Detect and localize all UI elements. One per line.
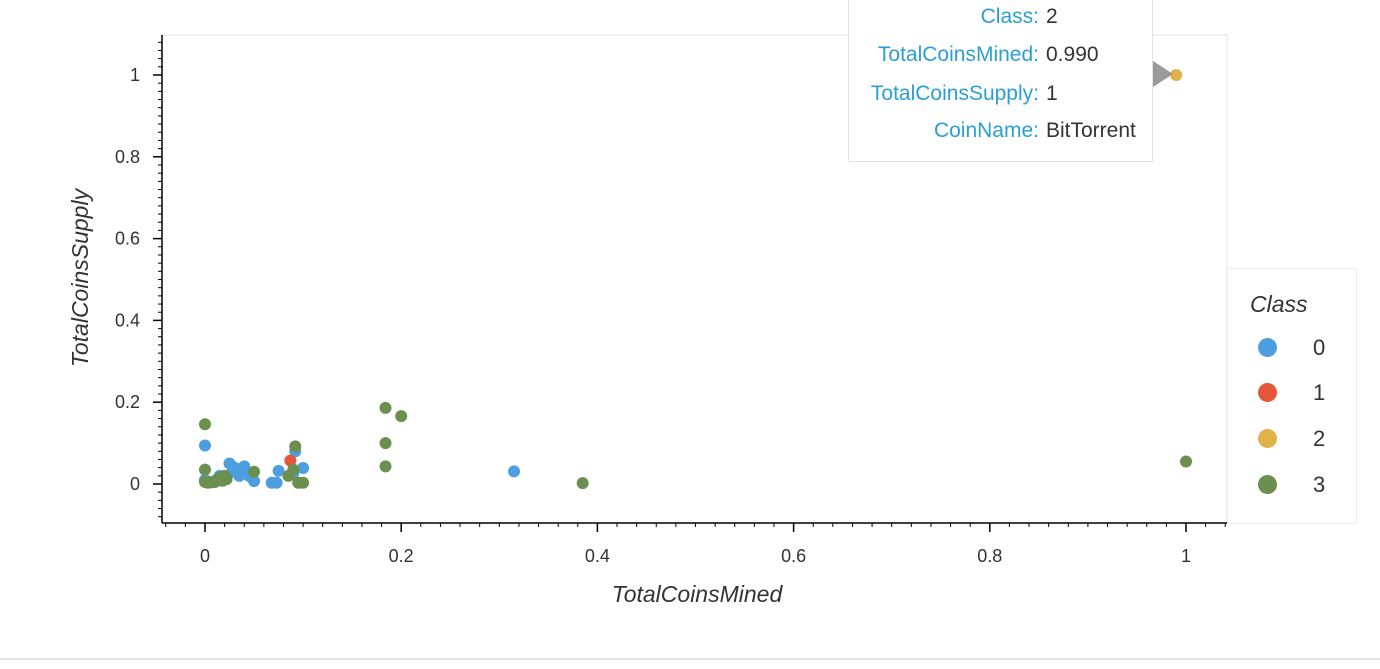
data-point-class-3[interactable] xyxy=(248,465,261,478)
x-tick-label: 1 xyxy=(1181,546,1191,566)
data-point-class-0[interactable] xyxy=(248,475,261,488)
tooltip-value: 0.990 xyxy=(1046,43,1099,66)
tooltip-pointer-icon xyxy=(1153,61,1173,87)
y-tick-label: 0.2 xyxy=(115,392,140,412)
data-point-class-0[interactable] xyxy=(272,464,285,477)
data-point-class-3[interactable] xyxy=(289,440,302,453)
data-point-class-3[interactable] xyxy=(199,418,211,431)
tooltip-key: TotalCoinsSupply xyxy=(871,82,1039,106)
tooltip-row-totalcoinsmined: TotalCoinsMined 0.990 xyxy=(849,43,1152,67)
data-point-class-3[interactable] xyxy=(576,477,589,490)
data-point-class-3[interactable] xyxy=(379,437,392,450)
x-tick-label: 0.2 xyxy=(389,546,414,566)
data-point-class-3[interactable] xyxy=(379,401,392,414)
data-point-class-3[interactable] xyxy=(395,410,408,423)
x-tick-label: 0.4 xyxy=(585,546,610,566)
hover-tooltip: Class 2 TotalCoinsMined 0.990 TotalCoins… xyxy=(848,0,1153,162)
tooltip-row-coinname: CoinName BitTorrent xyxy=(849,119,1152,143)
x-tick-label: 0.6 xyxy=(781,546,806,566)
legend-swatch xyxy=(1258,338,1277,357)
tooltip-key: TotalCoinsMined xyxy=(878,43,1039,67)
legend-label: 0 xyxy=(1313,335,1326,360)
tooltip-row-totalcoinssupply: TotalCoinsSupply 1 xyxy=(849,82,1152,106)
legend-title: Class xyxy=(1250,291,1308,317)
tooltip-key: Class xyxy=(981,5,1039,29)
legend-swatch xyxy=(1258,383,1277,402)
legend-label: 3 xyxy=(1313,472,1326,497)
legend-label: 2 xyxy=(1313,426,1326,451)
x-tick-label: 0.8 xyxy=(977,546,1002,566)
y-tick-label: 1 xyxy=(130,65,140,85)
tooltip-row-class: Class 2 xyxy=(849,5,1152,29)
y-tick-label: 0.8 xyxy=(115,147,140,167)
data-point-class-3[interactable] xyxy=(1180,455,1192,468)
legend-swatch xyxy=(1258,475,1277,494)
data-point-class-0[interactable] xyxy=(199,439,211,452)
data-point-class-0[interactable] xyxy=(297,462,310,475)
y-tick-label: 0.6 xyxy=(115,229,140,249)
x-axis-label: TotalCoinsMined xyxy=(612,581,784,607)
y-tick-label: 0 xyxy=(130,474,140,494)
legend-swatch xyxy=(1258,429,1277,448)
data-point-class-3[interactable] xyxy=(220,473,233,486)
data-point-class-0[interactable] xyxy=(508,465,521,478)
y-tick-label: 0.4 xyxy=(115,310,140,330)
data-point-class-2[interactable] xyxy=(1170,69,1183,81)
data-point-class-3[interactable] xyxy=(287,463,300,476)
data-point-class-0[interactable] xyxy=(270,476,283,489)
data-point-class-3[interactable] xyxy=(379,460,392,473)
y-axis-label: TotalCoinsSupply xyxy=(67,187,93,367)
tooltip-key: CoinName xyxy=(934,119,1039,143)
tooltip-value: 1 xyxy=(1046,82,1058,105)
legend-label: 1 xyxy=(1313,380,1326,405)
data-point-class-3[interactable] xyxy=(297,476,310,489)
x-tick-label: 0 xyxy=(200,546,210,566)
legend: Class 0 1 2 3 xyxy=(1227,268,1357,524)
bottom-divider xyxy=(0,658,1380,660)
tooltip-value: BitTorrent xyxy=(1046,119,1136,142)
data-point-class-3[interactable] xyxy=(199,463,211,476)
tooltip-value: 2 xyxy=(1046,5,1058,28)
